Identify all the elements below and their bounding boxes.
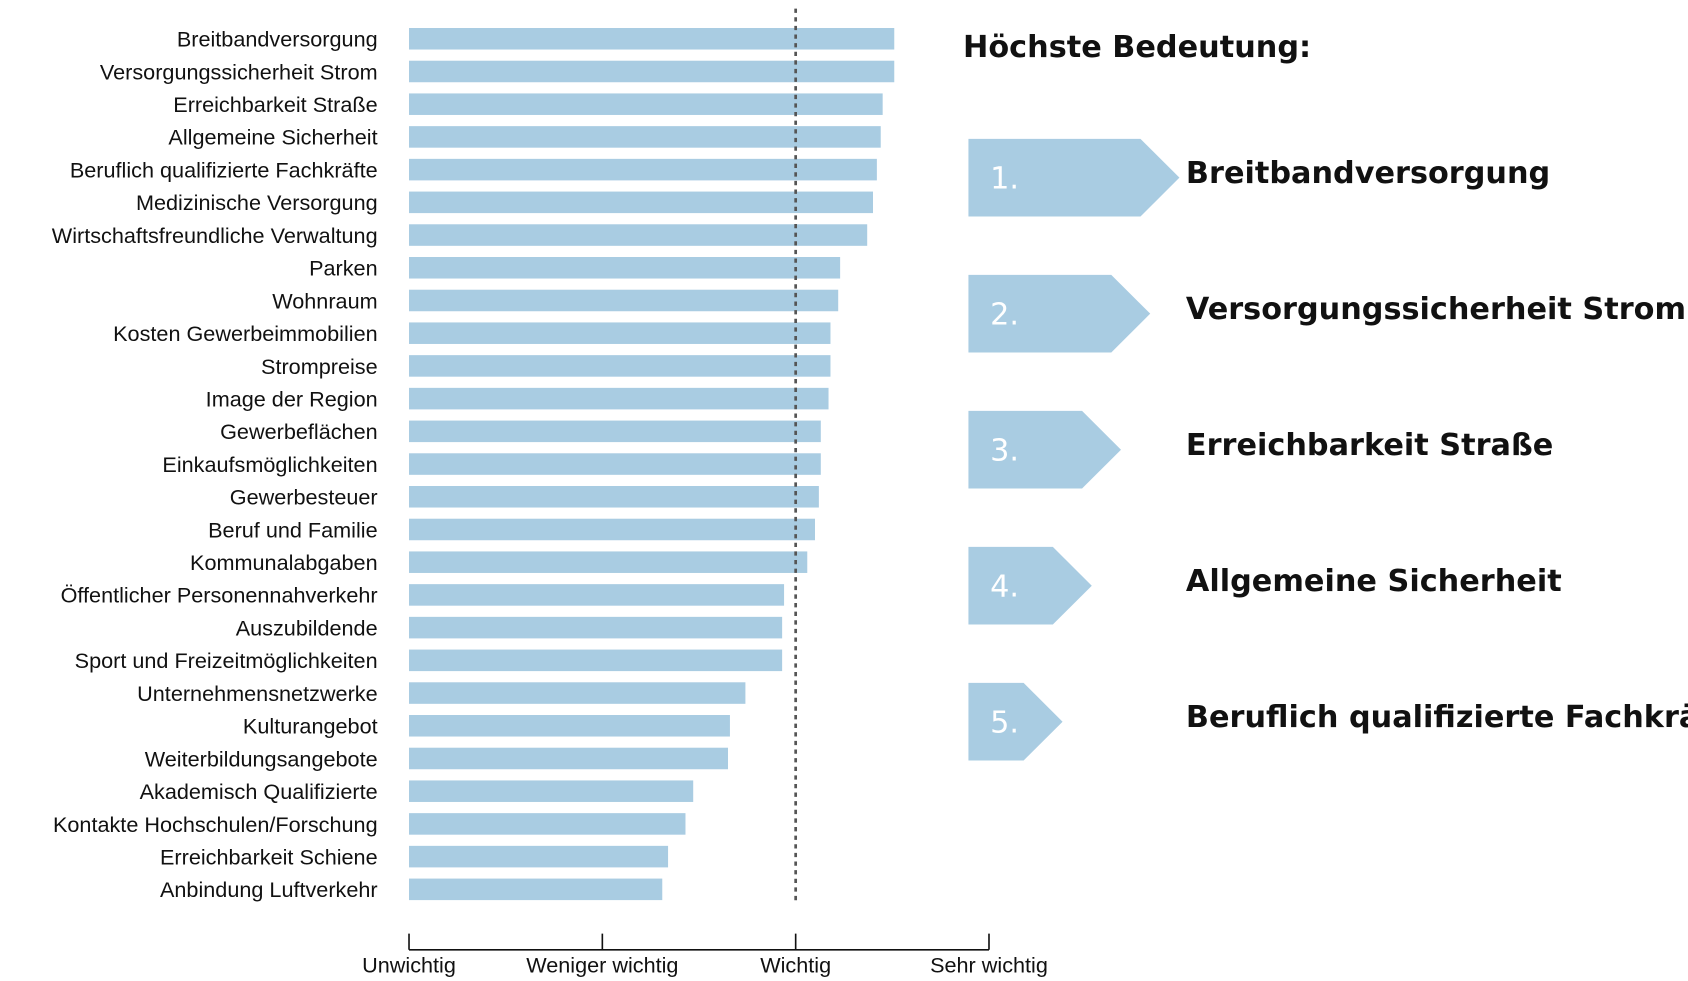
y-tick-label: Öffentlicher Personennahverkehr — [61, 583, 378, 608]
x-tick-label: Weniger wichtig — [526, 953, 678, 978]
bar — [409, 126, 881, 148]
y-tick-label: Auszubildende — [236, 616, 378, 641]
bar — [409, 322, 831, 344]
rank-number: 5. — [990, 705, 1019, 740]
y-tick-label: Parken — [309, 256, 378, 281]
x-tick-label: Sehr wichtig — [930, 953, 1048, 978]
y-tick-label: Versorgungssicherheit Strom — [100, 59, 378, 84]
bar — [409, 289, 839, 312]
y-tick-label: Image der Region — [206, 387, 378, 412]
rank-number: 4. — [990, 569, 1019, 604]
bar — [409, 584, 785, 606]
bar — [409, 845, 669, 868]
rank-label: Erreichbarkeit Straße — [1186, 428, 1553, 463]
y-tick-label: Akademisch Qualifizierte — [140, 779, 378, 804]
bar — [409, 93, 883, 115]
y-tick-label: Einkaufsmöglichkeiten — [162, 452, 377, 477]
y-tick-label: Erreichbarkeit Schiene — [160, 845, 378, 870]
bar — [409, 485, 819, 508]
rank-number: 1. — [990, 161, 1019, 196]
rank-arrow — [968, 682, 1063, 761]
bar — [409, 158, 877, 181]
bar — [409, 813, 686, 835]
rank-arrow — [968, 274, 1151, 353]
y-tick-label: Sport und Freizeitmöglichkeiten — [75, 648, 378, 673]
rank-label: Versorgungssicherheit Strom — [1186, 292, 1686, 327]
rank-number: 3. — [990, 433, 1019, 468]
highlight-title: Höchste Bedeutung: — [963, 30, 1311, 65]
y-tick-label: Unternehmensnetzwerke — [137, 681, 377, 706]
y-tick-label: Wohnraum — [272, 288, 377, 313]
y-tick-label: Kosten Gewerbeimmobilien — [113, 321, 377, 346]
bar — [409, 878, 663, 901]
bar — [409, 224, 868, 246]
bar — [409, 551, 808, 573]
y-tick-label: Wirtschaftsfreundliche Verwaltung — [52, 223, 378, 248]
bar — [409, 714, 730, 737]
y-tick-label: Beruflich qualifizierte Fachkräfte — [70, 158, 378, 183]
y-tick-label: Erreichbarkeit Straße — [173, 92, 377, 117]
y-tick-label: Medizinische Versorgung — [136, 190, 378, 215]
y-tick-label: Kontakte Hochschulen/Forschung — [53, 812, 378, 837]
bar — [409, 780, 694, 802]
y-tick-label: Allgemeine Sicherheit — [168, 125, 377, 150]
y-tick-label: Kulturangebot — [243, 714, 378, 739]
bar — [409, 518, 816, 541]
y-tick-label: Breitbandversorgung — [177, 27, 378, 52]
x-tick-label: Wichtig — [760, 953, 831, 978]
bar — [409, 453, 821, 475]
y-tick-label: Kommunalabgaben — [190, 550, 378, 575]
y-tick-label: Gewerbesteuer — [230, 485, 378, 510]
rank-number: 2. — [990, 297, 1019, 332]
y-tick-label: Gewerbeflächen — [220, 419, 378, 444]
rank-label: Allgemeine Sicherheit — [1186, 564, 1562, 599]
bar — [409, 387, 829, 410]
rank-arrow — [968, 410, 1122, 489]
rank-arrow — [968, 546, 1092, 625]
bar — [409, 420, 821, 443]
bar — [409, 649, 783, 672]
y-tick-label: Anbindung Luftverkehr — [160, 877, 378, 902]
y-tick-label: Beruf und Familie — [208, 517, 378, 542]
bar — [409, 682, 746, 704]
y-tick-label: Weiterbildungsangebote — [145, 746, 378, 771]
bar — [409, 256, 841, 279]
bar — [409, 27, 895, 50]
bar — [409, 191, 873, 214]
bar — [409, 355, 831, 377]
rank-label: Beruflich qualifizierte Fachkräfte — [1186, 700, 1688, 735]
y-tick-label: Strompreise — [261, 354, 378, 379]
x-tick-label: Unwichtig — [362, 953, 456, 978]
rank-arrow — [968, 138, 1180, 217]
bar — [409, 747, 729, 770]
rank-label: Breitbandversorgung — [1186, 156, 1550, 191]
bar — [409, 60, 895, 83]
bar — [409, 616, 783, 639]
